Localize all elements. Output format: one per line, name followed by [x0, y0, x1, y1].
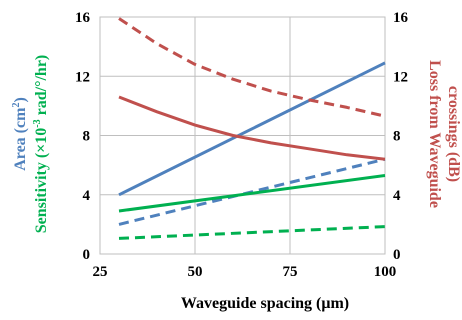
left-axis-title-area: Area (cm2) — [11, 97, 29, 171]
plot-frame — [99, 16, 386, 255]
series-line-sens_dashed — [118, 225, 386, 240]
x-tick-label: 75 — [283, 264, 298, 280]
left-y-tick-label: 12 — [75, 69, 90, 85]
x-tick-label: 25 — [93, 264, 108, 280]
sens-label-text: Sensitivity (×10 — [33, 128, 50, 234]
area-label-text: Area (cm — [12, 107, 29, 171]
area-label-close: ) — [12, 97, 29, 102]
series-line-area_solid — [118, 61, 386, 197]
series-line-loss_dashed — [118, 17, 386, 118]
x-tick-label: 50 — [188, 264, 203, 280]
left-y-tick-label: 0 — [83, 247, 91, 263]
right-y-tick-label: 0 — [393, 247, 401, 263]
area-label-sup: 2 — [11, 103, 22, 108]
series-line-loss_solid — [118, 95, 386, 161]
right-axis-title-line2: crossings (dB) — [445, 86, 462, 182]
right-y-tick-label: 8 — [393, 129, 401, 145]
left-y-tick-label: 8 — [83, 129, 91, 145]
left-y-tick-label: 16 — [75, 10, 91, 26]
right-y-tick-label: 16 — [393, 10, 409, 26]
right-y-tick-label: 4 — [393, 188, 401, 204]
x-axis-title: Waveguide spacing (μm) — [181, 295, 349, 312]
right-y-tick-labels: 0 4 8 12 16 — [393, 10, 409, 263]
left-y-tick-label: 4 — [83, 188, 91, 204]
right-y-tick-label: 12 — [393, 69, 408, 85]
series-layer — [118, 17, 386, 240]
x-tick-label: 100 — [374, 264, 397, 280]
right-axis-title-line1: Loss from Waveguide — [426, 60, 443, 208]
series-line-sens_solid — [118, 174, 386, 213]
sens-label-close: rad/°/hr) — [33, 55, 50, 120]
plot-border — [99, 16, 386, 255]
left-axis-title-sensitivity: Sensitivity (×10-3 rad/°/hr) — [32, 55, 50, 234]
x-tick-labels: 25 50 75 100 — [93, 264, 397, 280]
left-y-tick-labels: 0 4 8 12 16 — [75, 10, 91, 263]
sens-label-sup: -3 — [32, 119, 43, 127]
